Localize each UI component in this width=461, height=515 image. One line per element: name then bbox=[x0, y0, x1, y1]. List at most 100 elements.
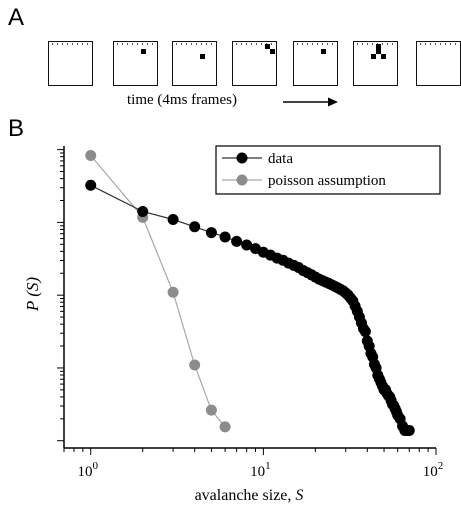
frame-4 bbox=[232, 41, 277, 86]
active-electrode bbox=[270, 49, 275, 54]
data-point-data bbox=[377, 380, 389, 392]
data-point-data bbox=[385, 395, 397, 407]
data-point-data bbox=[361, 335, 373, 347]
frame-grid-ticks bbox=[173, 42, 216, 85]
data-point-data bbox=[283, 257, 295, 269]
data-point-data bbox=[288, 259, 300, 271]
data-point-data bbox=[387, 398, 399, 410]
data-point-data bbox=[397, 420, 409, 432]
data-point-data bbox=[167, 213, 179, 225]
active-electrode bbox=[265, 44, 270, 49]
data-point-data bbox=[326, 279, 338, 291]
active-electrode bbox=[376, 49, 381, 54]
panel-a-letter: A bbox=[8, 4, 25, 31]
data-point-data bbox=[365, 347, 377, 359]
legend-label-poisson: poisson assumption bbox=[268, 173, 386, 189]
data-point-data bbox=[277, 254, 289, 266]
frame-7 bbox=[416, 41, 461, 86]
frame-3 bbox=[172, 41, 217, 86]
time-arrow-icon bbox=[283, 97, 338, 107]
data-point-data bbox=[399, 425, 411, 437]
data-point-data bbox=[301, 267, 313, 279]
active-electrode bbox=[200, 54, 205, 59]
data-point-data bbox=[384, 391, 396, 403]
data-point-data bbox=[388, 400, 400, 412]
x-tick-label: 100 bbox=[77, 460, 98, 480]
data-point-poisson bbox=[189, 359, 201, 371]
data-point-data bbox=[335, 283, 347, 295]
frame-grid-ticks bbox=[49, 42, 92, 85]
data-point-data bbox=[329, 280, 341, 292]
data-point-data bbox=[394, 413, 406, 425]
chart-series bbox=[85, 149, 415, 437]
frame-1 bbox=[48, 41, 93, 86]
data-point-data bbox=[351, 305, 363, 317]
data-point-data bbox=[401, 425, 413, 437]
data-point-data bbox=[316, 275, 328, 287]
data-point-data bbox=[372, 369, 384, 381]
time-axis-caption: time (4ms frames) bbox=[127, 92, 237, 108]
frame-grid-ticks bbox=[417, 42, 460, 85]
active-electrode bbox=[376, 44, 381, 49]
data-point-data bbox=[367, 351, 379, 363]
data-point-data bbox=[265, 249, 277, 261]
frame-2 bbox=[113, 41, 158, 86]
data-point-data bbox=[342, 289, 354, 301]
data-point-data bbox=[137, 205, 149, 217]
series-line-data bbox=[90, 184, 410, 432]
data-point-data bbox=[382, 390, 394, 402]
data-point-data bbox=[241, 239, 253, 251]
data-point-data bbox=[337, 285, 349, 297]
data-point-data bbox=[340, 287, 352, 299]
data-point-poisson bbox=[167, 286, 179, 298]
data-point-data bbox=[305, 269, 317, 281]
active-electrode bbox=[141, 49, 146, 54]
active-electrode bbox=[381, 54, 386, 59]
data-point-data bbox=[85, 179, 97, 191]
data-point-data bbox=[231, 235, 243, 247]
data-point-data bbox=[205, 227, 217, 239]
chart-legend: data poisson assumption bbox=[215, 145, 441, 195]
data-point-data bbox=[293, 262, 305, 274]
data-point-data bbox=[368, 358, 380, 370]
active-electrode bbox=[371, 54, 376, 59]
y-axis-label: P (S) bbox=[23, 277, 42, 312]
active-electrode bbox=[321, 49, 326, 54]
panel-b-letter: B bbox=[8, 115, 25, 142]
data-point-data bbox=[189, 221, 201, 233]
frame-grid-ticks bbox=[294, 42, 337, 85]
data-point-data bbox=[323, 278, 335, 290]
data-point-data bbox=[359, 326, 371, 338]
data-point-data bbox=[392, 409, 404, 421]
data-point-data bbox=[345, 292, 357, 304]
data-point-poisson bbox=[85, 149, 97, 161]
data-point-data bbox=[363, 340, 375, 352]
legend-label-data: data bbox=[268, 151, 293, 167]
data-point-data bbox=[373, 373, 385, 385]
data-point-data bbox=[389, 403, 401, 415]
frame-grid-ticks bbox=[114, 42, 157, 85]
data-point-data bbox=[313, 273, 325, 285]
data-point-data bbox=[249, 243, 261, 255]
x-tick-label: 102 bbox=[423, 460, 444, 480]
data-point-data bbox=[403, 425, 415, 437]
data-point-data bbox=[357, 323, 369, 335]
data-point-data bbox=[309, 271, 321, 283]
data-point-data bbox=[353, 311, 365, 323]
x-tick-label: 101 bbox=[250, 460, 271, 480]
data-point-data bbox=[219, 231, 231, 243]
data-point-data bbox=[349, 300, 361, 312]
data-point-data bbox=[332, 282, 344, 294]
data-point-data bbox=[347, 295, 359, 307]
data-point-data bbox=[380, 384, 392, 396]
data-point-data bbox=[355, 317, 367, 329]
data-point-data bbox=[378, 384, 390, 396]
data-point-data bbox=[381, 387, 393, 399]
data-point-data bbox=[271, 252, 283, 264]
series-line-poisson bbox=[90, 155, 226, 428]
data-point-poisson bbox=[205, 404, 217, 416]
chart-axes: 100 101 102 bbox=[57, 146, 443, 480]
data-point-data bbox=[257, 246, 269, 258]
data-point-data bbox=[375, 377, 387, 389]
data-point-data bbox=[320, 276, 332, 288]
